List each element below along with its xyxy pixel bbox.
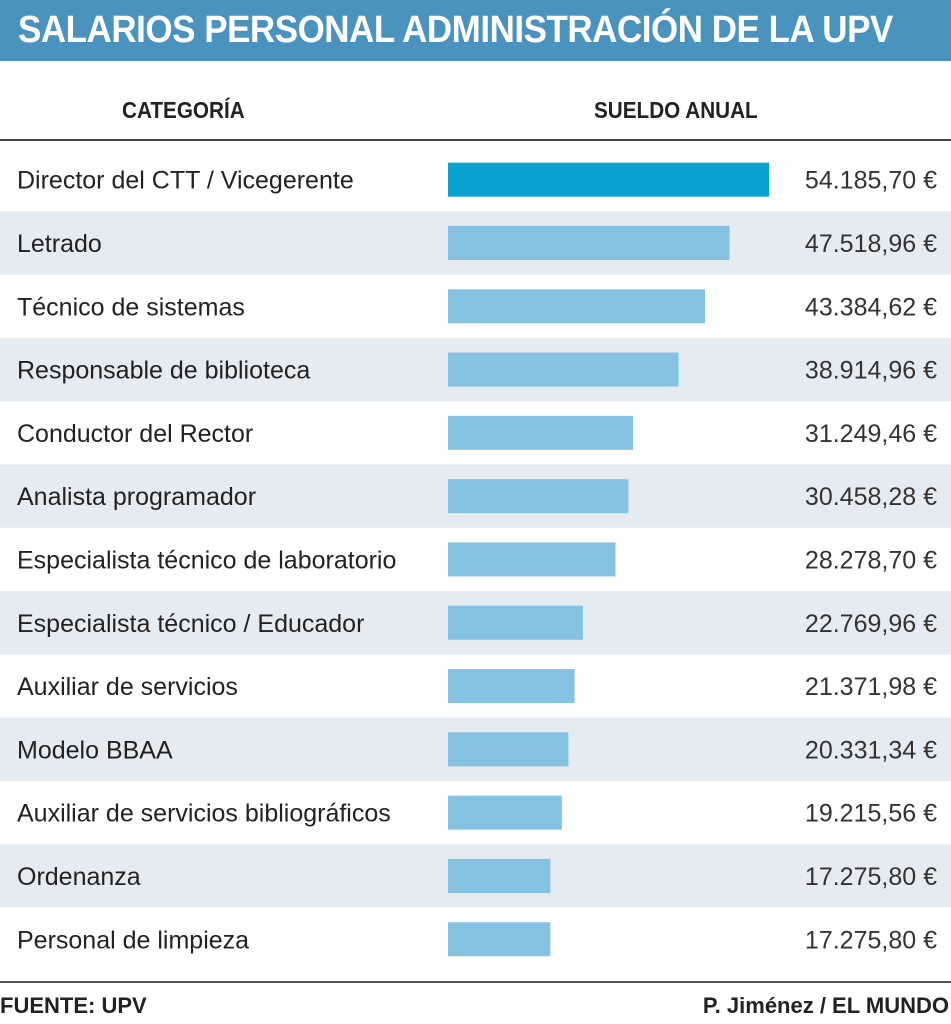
salary-value-label: 38.914,96 € xyxy=(805,357,937,385)
salary-value-label: 19.215,56 € xyxy=(805,800,937,828)
salary-bar xyxy=(448,922,551,957)
salary-bar xyxy=(448,415,634,450)
salary-value-label: 22.769,96 € xyxy=(805,610,937,638)
author-credit: P. Jiménez / EL MUNDO xyxy=(702,993,949,1018)
salary-value-label: 17.275,80 € xyxy=(805,863,937,891)
salary-bar xyxy=(448,225,730,260)
salary-value-label: 54.185,70 € xyxy=(805,167,937,195)
salary-bar xyxy=(448,352,679,387)
salary-bar xyxy=(448,542,616,577)
salary-bar xyxy=(448,669,575,704)
category-label: Auxiliar de servicios xyxy=(17,673,238,701)
source-note: FUENTE: UPV xyxy=(0,993,147,1018)
footer-divider xyxy=(0,981,951,983)
category-label: Responsable de biblioteca xyxy=(17,357,310,385)
category-label: Especialista técnico / Educador xyxy=(17,610,364,638)
salary-bar xyxy=(448,732,569,767)
salary-bar xyxy=(448,795,562,830)
salary-bar xyxy=(448,479,629,514)
salary-value-label: 43.384,62 € xyxy=(805,293,937,321)
category-label: Director del CTT / Vicegerente xyxy=(17,167,354,195)
salary-bar xyxy=(448,858,551,893)
salary-value-label: 21.371,98 € xyxy=(805,673,937,701)
category-label: Letrado xyxy=(17,230,102,258)
category-label: Auxiliar de servicios bibliográficos xyxy=(17,800,391,828)
category-label: Técnico de sistemas xyxy=(17,293,245,321)
category-label: Ordenanza xyxy=(17,863,141,891)
salary-value-label: 31.249,46 € xyxy=(805,420,937,448)
category-label: Analista programador xyxy=(17,483,256,511)
category-label: Personal de limpieza xyxy=(17,926,249,954)
salary-value-label: 28.278,70 € xyxy=(805,546,937,574)
salary-value-label: 47.518,96 € xyxy=(805,230,937,258)
salary-bar-chart: Director del CTT / Vicegerente 54.185,70 … xyxy=(0,162,951,957)
title-bar: SALARIOS PERSONAL ADMINISTRACIÓN DE LA U… xyxy=(0,0,951,61)
header-divider xyxy=(0,139,951,141)
salary-value-label: 20.331,34 € xyxy=(805,736,937,764)
category-label: Especialista técnico de laboratorio xyxy=(17,546,396,574)
salary-value-label: 30.458,28 € xyxy=(805,483,937,511)
category-column-header: CATEGORÍA xyxy=(122,97,245,123)
salary-bar xyxy=(448,605,583,640)
salary-bar xyxy=(448,162,769,197)
category-label: Conductor del Rector xyxy=(17,420,253,448)
salary-value-label: 17.275,80 € xyxy=(805,926,937,954)
chart-title: SALARIOS PERSONAL ADMINISTRACIÓN DE LA U… xyxy=(18,9,893,51)
category-label: Modelo BBAA xyxy=(17,736,173,764)
salary-bar xyxy=(448,289,706,324)
salary-column-header: SUELDO ANUAL xyxy=(594,97,758,123)
